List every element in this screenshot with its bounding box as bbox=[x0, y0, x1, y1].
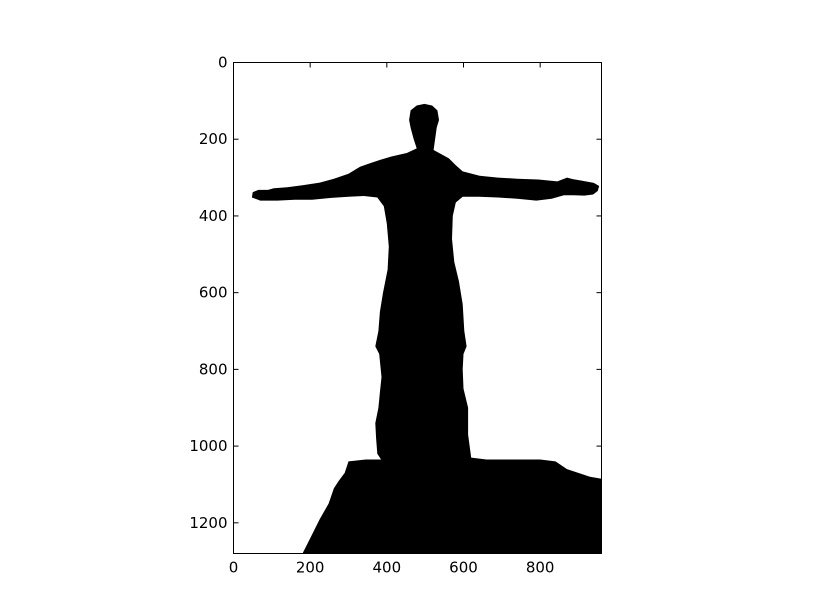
y-tick-label: 800 bbox=[199, 360, 228, 378]
x-tick-label: 400 bbox=[373, 559, 402, 577]
x-tick-label: 800 bbox=[526, 559, 555, 577]
x-tick-label: 600 bbox=[449, 559, 478, 577]
x-tick-label: 200 bbox=[296, 559, 325, 577]
plot-area bbox=[233, 62, 602, 554]
y-tick-label: 200 bbox=[199, 130, 228, 148]
axes-frame bbox=[233, 62, 602, 554]
y-axis: 0 200 400 600 800 1000 1200 bbox=[189, 54, 602, 532]
y-tick-label: 1200 bbox=[189, 514, 227, 532]
x-axis: 0 200 400 600 800 bbox=[229, 62, 555, 577]
y-tick-label: 400 bbox=[199, 207, 228, 225]
y-tick-label: 1000 bbox=[189, 437, 227, 455]
y-tick-label: 0 bbox=[218, 54, 228, 72]
silhouette-image bbox=[251, 103, 602, 554]
x-tick-label: 0 bbox=[229, 559, 239, 577]
y-tick-label: 600 bbox=[199, 284, 228, 302]
